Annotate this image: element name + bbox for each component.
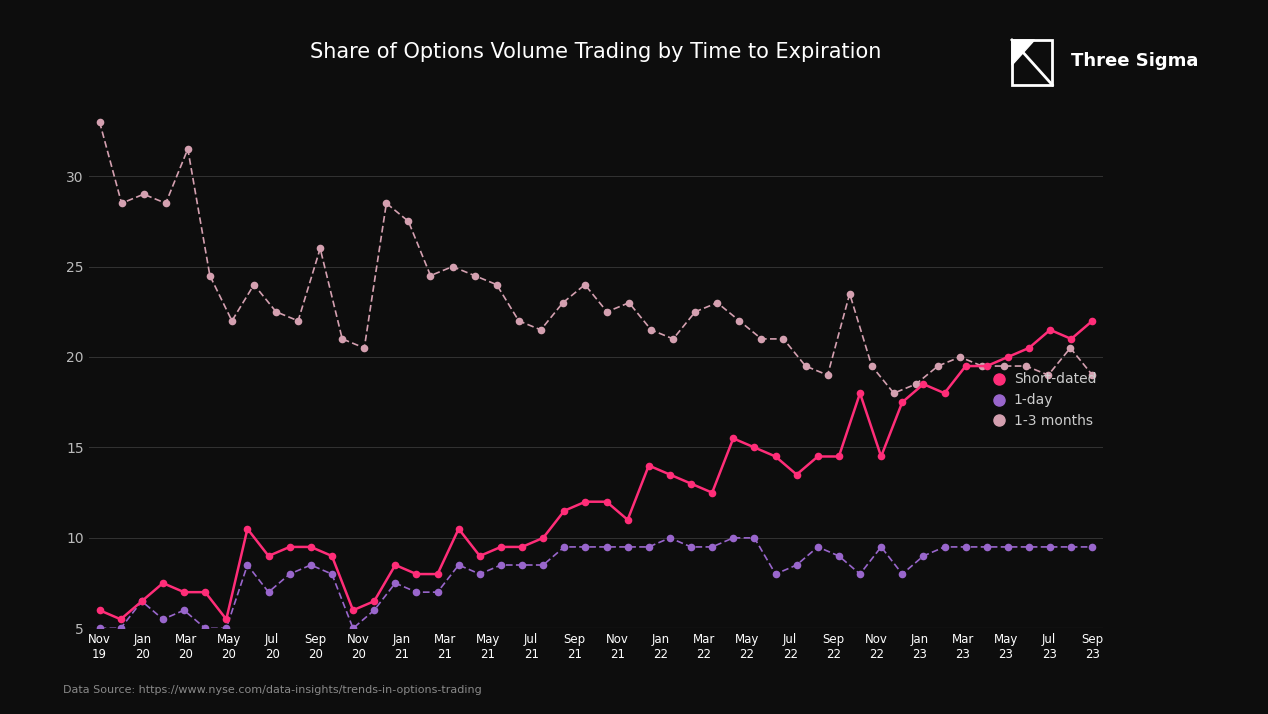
Legend: Short-dated, 1-day, 1-3 months: Short-dated, 1-day, 1-3 months <box>995 373 1097 428</box>
Title: Share of Options Volume Trading by Time to Expiration: Share of Options Volume Trading by Time … <box>311 42 881 62</box>
Polygon shape <box>1012 40 1035 65</box>
Text: Data Source: https://www.nyse.com/data-insights/trends-in-options-trading: Data Source: https://www.nyse.com/data-i… <box>63 685 482 695</box>
Text: Three Sigma: Three Sigma <box>1071 51 1198 70</box>
Bar <box>1012 40 1052 85</box>
